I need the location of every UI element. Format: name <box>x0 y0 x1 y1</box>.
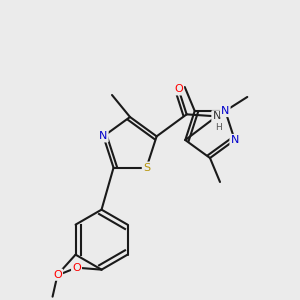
Text: N: N <box>230 135 239 145</box>
Text: S: S <box>143 163 150 173</box>
Text: O: O <box>53 270 62 280</box>
Text: O: O <box>72 263 81 273</box>
Text: N: N <box>221 106 230 116</box>
Text: H: H <box>215 123 222 132</box>
Text: N: N <box>212 111 221 121</box>
Text: N: N <box>99 131 108 141</box>
Text: O: O <box>174 84 183 94</box>
